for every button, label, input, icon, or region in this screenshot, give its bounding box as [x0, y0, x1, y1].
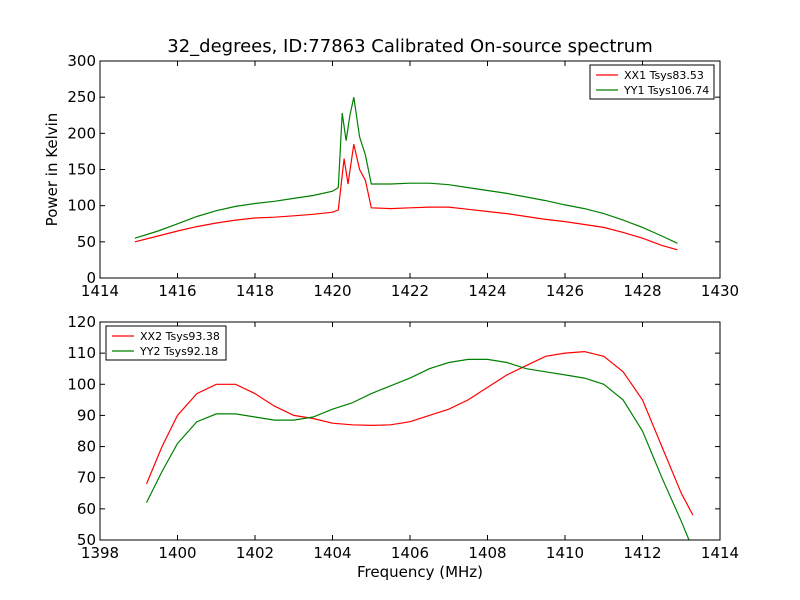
legend: XX2 Tsys93.38 YY2 Tsys92.18 — [105, 325, 227, 361]
y-tick-label: 90 — [77, 406, 96, 424]
x-tick-label: 1426 — [546, 282, 584, 300]
y-tick-label: 110 — [67, 344, 96, 362]
x-axis-label: Frequency (MHz) — [357, 563, 483, 581]
legend: XX1 Tsys83.53 YY1 Tsys106.74 — [589, 64, 715, 100]
x-tick-label: 1404 — [313, 544, 351, 562]
bottom-plot: 1398 1400 1402 1404 1406 1408 1410 1412 1414 50 60… — [67, 313, 739, 581]
x-tick-label: 1430 — [701, 282, 739, 300]
series-line-2 — [134, 97, 678, 244]
y-axis-label: Power in Kelvin — [43, 113, 61, 227]
y-tick-label: 150 — [67, 161, 96, 179]
x-tick-label: 1410 — [546, 544, 584, 562]
x-tick-label: 1406 — [391, 544, 429, 562]
series-line-1 — [134, 144, 678, 251]
y-tick-label: 80 — [77, 438, 96, 456]
y-tick-label: 200 — [67, 124, 96, 142]
top-plot: 1414 1416 1418 1420 1422 1424 1426 1428 1430 0 50 1… — [43, 52, 739, 300]
y-tick-label: 250 — [67, 88, 96, 106]
x-tick-label: 1418 — [236, 282, 274, 300]
x-tick-label: 1414 — [701, 544, 739, 562]
y-tick-label: 50 — [77, 531, 96, 549]
x-tick-label: 1424 — [468, 282, 506, 300]
legend-entry: YY1 Tsys106.74 — [623, 84, 709, 97]
legend-entry: XX2 Tsys93.38 — [140, 330, 220, 343]
y-tick-label: 50 — [77, 233, 96, 251]
x-tick-label: 1402 — [236, 544, 274, 562]
series-line-1 — [145, 350, 694, 516]
y-tick-label: 100 — [67, 197, 96, 215]
x-tick-label: 1408 — [468, 544, 506, 562]
x-tick-label: 1412 — [623, 544, 661, 562]
series-line-2 — [145, 358, 690, 540]
y-tick-label: 100 — [67, 375, 96, 393]
x-tick-label: 1414 — [81, 282, 119, 300]
y-tick-label: 300 — [67, 52, 96, 70]
x-tick-label: 1420 — [313, 282, 351, 300]
x-tick-label: 1416 — [158, 282, 196, 300]
y-tick-label: 120 — [67, 313, 96, 331]
y-tick-label: 0 — [86, 269, 96, 287]
x-tick-label: 1428 — [623, 282, 661, 300]
x-tick-label: 1422 — [391, 282, 429, 300]
chart-title: 32_degrees, ID:77863 Calibrated On-sourc… — [167, 36, 653, 57]
legend-entry: XX1 Tsys83.53 — [624, 69, 704, 82]
y-tick-label: 70 — [77, 469, 96, 487]
x-tick-label: 1398 — [81, 544, 119, 562]
legend-entry: YY2 Tsys92.18 — [139, 345, 218, 358]
x-tick-label: 1400 — [158, 544, 196, 562]
y-tick-label: 60 — [77, 500, 96, 518]
